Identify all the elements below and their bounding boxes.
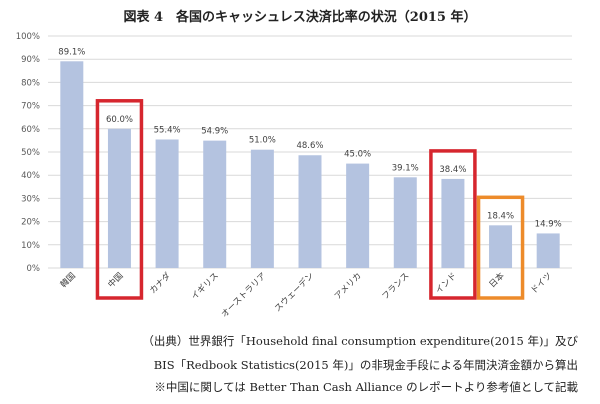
bar — [107, 128, 131, 268]
bar — [298, 155, 322, 268]
bars — [60, 61, 560, 269]
y-axis: 0% 10% 20% 30% 40% 50% 60% 70% 80% 90% 100% — [16, 32, 40, 274]
x-tick-label: 中国 — [106, 270, 126, 290]
data-label: 18.4% — [487, 211, 514, 221]
x-tick-label: スウェーデン — [272, 270, 316, 314]
y-tick-label: 20% — [21, 218, 40, 228]
x-tick-label: インド — [434, 271, 459, 296]
x-tick-label: アメリカ — [333, 271, 364, 302]
data-label: 89.1% — [58, 47, 85, 57]
bar — [489, 225, 513, 268]
bar — [441, 178, 465, 268]
x-tick-label: オーストラリア — [220, 271, 269, 320]
x-tick-label: 日本 — [487, 270, 507, 290]
bar — [203, 140, 227, 268]
bar — [250, 149, 274, 268]
y-tick-label: 30% — [21, 194, 40, 204]
chart-title: 図表 4 各国のキャッシュレス決済比率の状況（2015 年） — [123, 10, 477, 25]
bar-chart: 0% 10% 20% 30% 40% 50% 60% 70% 80% 90% 100% 89.1% 6… — [16, 32, 572, 320]
data-label: 54.9% — [201, 127, 228, 137]
y-tick-label: 60% — [21, 125, 40, 135]
y-tick-label: 40% — [21, 171, 40, 181]
data-label: 60.0% — [106, 115, 133, 125]
highlight-box — [95, 99, 144, 300]
data-label: 38.4% — [439, 165, 466, 175]
y-tick-label: 70% — [21, 102, 40, 112]
value-labels: 89.1% 60.0% 55.4% 54.9% 51.0% 48.6% 45.0% 39.1%… — [58, 47, 561, 229]
data-label: 48.6% — [296, 141, 323, 151]
x-tick-label: 韓国 — [58, 270, 78, 290]
y-tick-label: 50% — [21, 148, 40, 158]
highlight-boxes — [95, 99, 525, 300]
source-note-2: BIS「Redbook Statistics(2015 年)」の非現金手段による… — [153, 358, 578, 372]
data-label: 51.0% — [249, 136, 276, 146]
y-tick-label: 90% — [21, 55, 40, 65]
data-label: 39.1% — [392, 163, 419, 173]
bar — [393, 177, 417, 268]
x-tick-label: フランス — [380, 271, 411, 302]
highlight-box — [429, 149, 477, 300]
bar — [536, 233, 560, 268]
y-tick-label: 0% — [27, 264, 41, 274]
source-note-1: （出典）世界銀行「Household final consumption exp… — [142, 334, 578, 348]
data-label: 45.0% — [344, 150, 371, 160]
highlight-box — [476, 195, 525, 300]
source-note-3: ※中国に関しては Better Than Cash Alliance のレポート… — [154, 380, 578, 394]
bar — [155, 139, 179, 268]
data-label: 14.9% — [535, 219, 562, 229]
data-label: 55.4% — [154, 125, 181, 135]
y-tick-label: 100% — [16, 32, 40, 42]
x-tick-label: ドイツ — [529, 271, 554, 296]
x-tick-label: イギリス — [190, 271, 221, 302]
y-tick-label: 80% — [21, 78, 40, 88]
y-tick-label: 10% — [21, 241, 40, 251]
x-tick-label: カナダ — [147, 270, 173, 296]
bar — [60, 61, 84, 269]
bar — [346, 163, 370, 268]
